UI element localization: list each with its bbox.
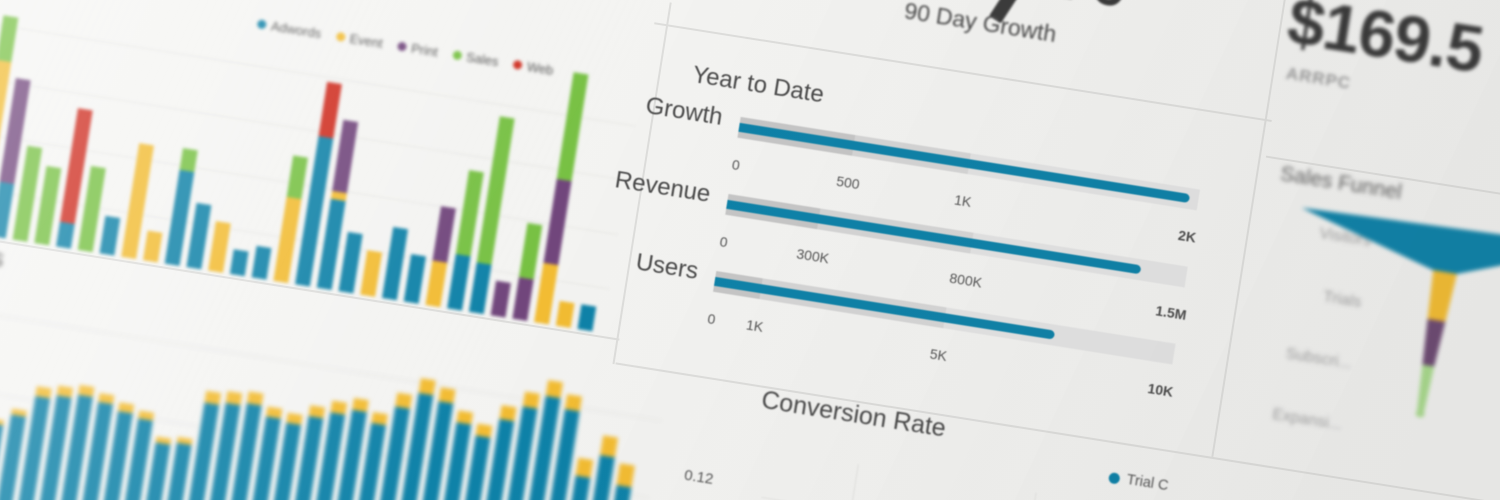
gridline [810, 464, 859, 500]
bar-segment-sales [179, 148, 198, 173]
legend-item-adwords[interactable]: Adwords [256, 16, 322, 41]
stacked-bar [403, 254, 427, 304]
bullet-tick-label: 0 [730, 156, 741, 174]
legend-dot [256, 19, 267, 30]
bar-segment-adwords [99, 215, 121, 256]
arrpc-label: ARRPC [1284, 63, 1353, 93]
legend-dot [396, 41, 408, 52]
stacked-bar [229, 249, 249, 277]
funnel-stage-visitors [1301, 207, 1500, 274]
legend-dot [335, 31, 346, 42]
stacked-bar [338, 231, 363, 294]
funnel-stage-expansion [1416, 364, 1435, 414]
stacked-bar [186, 202, 212, 270]
conversion-y-tick: 0.12 [683, 466, 715, 488]
bar-segment-event [425, 260, 448, 308]
bar-segment-sales [0, 15, 19, 63]
ytd-bullet-rows: Growth 0 500 1K 2K Revenue 0 300K 800K 1.5M Users 0… [478, 67, 1217, 415]
funnel-shape [1301, 207, 1500, 418]
bullet-tick-label: 300K [795, 245, 831, 267]
stacked-bar [208, 221, 231, 273]
legend-label: Print [410, 40, 439, 60]
bar-segment-event [208, 221, 231, 273]
volume-panel-title-fragment: ns [0, 241, 6, 274]
funnel-stage-expansion-cap [1415, 410, 1425, 418]
bullet-tick-label: 800K [948, 269, 984, 291]
funnel-stage-subscribers [1422, 318, 1446, 367]
legend-label: Event [348, 30, 384, 51]
bar-segment-yellow-cap [575, 457, 594, 478]
legend-item-event[interactable]: Event [335, 29, 384, 51]
funnel-stage-trials [1427, 270, 1457, 322]
legend-label: Sales [465, 49, 500, 70]
stacked-bar [251, 245, 272, 280]
bar-segment-adwords [229, 249, 249, 277]
bar-segment-sales [286, 155, 308, 200]
bar-segment-adwords [338, 231, 363, 294]
bar-segment-adwords [447, 254, 471, 311]
bar-segment-adwords [56, 221, 75, 249]
bullet-tick-label: 500 [835, 172, 861, 193]
conversion-legend[interactable]: Trial C [1108, 469, 1170, 494]
bar-segment-print [432, 206, 456, 263]
bullet-value-bar [738, 122, 1190, 204]
bullet-tick-label: 5K [928, 345, 949, 365]
legend-dot [451, 50, 463, 61]
stacked-bar [381, 226, 409, 301]
gridline [987, 492, 1037, 500]
bullet-tick-label: 2K [1177, 226, 1198, 246]
bar-segment-adwords [186, 202, 212, 270]
bar-segment-event [360, 250, 383, 297]
bullet-tick-label: 1K [745, 316, 765, 335]
conversion-title: Conversion Rate [759, 385, 948, 443]
bullet-tick-label: 1.5M [1154, 302, 1188, 323]
bar-segment-yellow-cap [616, 463, 635, 488]
legend-label: Adwords [269, 18, 323, 42]
bar-segment-web [318, 81, 342, 139]
bullet-tick-label: 0 [706, 310, 717, 328]
bar-segment-adwords [251, 245, 272, 280]
bar-segment-event [142, 230, 163, 263]
bar-segment-yellow-cap [600, 435, 619, 458]
stacked-bar [360, 250, 383, 297]
stacked-bar [142, 230, 163, 263]
bar-segment-adwords [381, 226, 409, 301]
legend-item-print[interactable]: Print [396, 38, 439, 60]
bar-segment-adwords [0, 181, 15, 239]
stacked-bar [99, 215, 121, 256]
conversion-legend-label: Trial C [1125, 471, 1170, 495]
bullet-tick-label: 10K [1146, 380, 1175, 400]
bar-segment-print [332, 119, 359, 194]
bullet-tick-label: 1K [953, 191, 973, 210]
legend-item-sales[interactable]: Sales [451, 47, 500, 70]
conversion-legend-dot [1108, 471, 1121, 485]
bullet-tick-label: 0 [718, 233, 729, 251]
bar-segment-adwords [403, 254, 427, 304]
